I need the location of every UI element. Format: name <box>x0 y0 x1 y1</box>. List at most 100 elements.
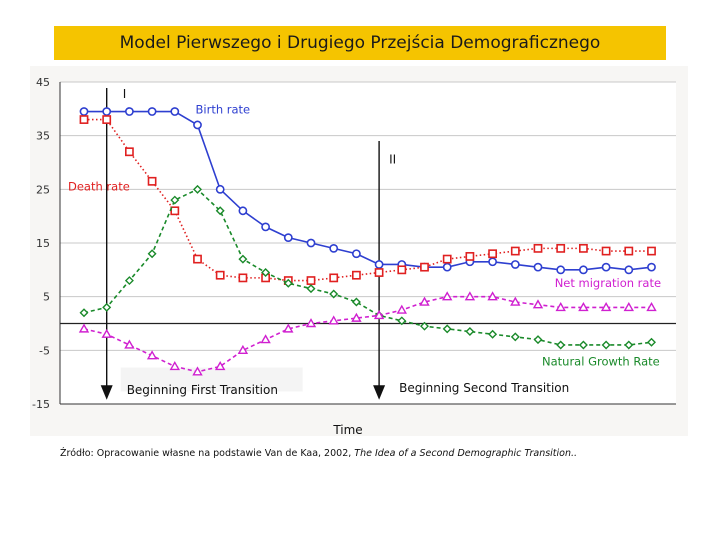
data-point-net-migration-rate <box>578 301 589 312</box>
data-point-birth-rate <box>533 262 543 272</box>
data-point-natural-growth-rate <box>442 324 452 334</box>
data-point-death-rate <box>170 206 180 216</box>
transition-i-arrowhead <box>100 385 113 400</box>
y-tick-label: 15 <box>36 237 50 250</box>
data-point-net-migration-rate <box>260 334 271 344</box>
data-point-death-rate <box>465 252 475 261</box>
data-point-death-rate <box>351 270 361 280</box>
data-point-birth-rate <box>215 184 225 194</box>
data-point-natural-growth-rate <box>306 284 316 294</box>
data-point-birth-rate <box>193 120 202 130</box>
data-point-net-migration-rate <box>78 323 90 333</box>
data-point-death-rate <box>329 273 339 283</box>
data-point-death-rate <box>442 254 452 264</box>
x-axis-label: Time <box>332 423 362 437</box>
data-point-natural-growth-rate <box>215 206 225 216</box>
data-point-net-migration-rate <box>192 366 203 376</box>
data-point-death-rate <box>488 249 497 259</box>
data-point-death-rate <box>420 262 429 272</box>
data-point-net-migration-rate <box>169 361 181 371</box>
series-label-net-migration-rate: Net migration rate <box>555 276 661 290</box>
y-tick-label: 25 <box>36 183 50 196</box>
data-point-net-migration-rate <box>101 328 112 338</box>
data-point-birth-rate <box>124 107 134 116</box>
data-point-net-migration-rate <box>237 344 249 355</box>
y-tick-label: -5 <box>39 344 50 357</box>
data-point-birth-rate <box>79 107 89 116</box>
data-point-net-migration-rate <box>600 301 612 312</box>
series-label-birth-rate: Birth rate <box>196 103 251 117</box>
data-point-net-migration-rate <box>623 301 635 312</box>
data-point-natural-growth-rate <box>261 268 271 278</box>
data-point-birth-rate <box>351 249 361 259</box>
data-point-birth-rate <box>579 265 588 275</box>
data-point-death-rate <box>624 246 634 256</box>
data-point-natural-growth-rate <box>488 329 498 339</box>
data-point-natural-growth-rate <box>124 276 134 286</box>
data-point-net-migration-rate <box>441 291 453 301</box>
data-point-birth-rate <box>170 107 180 116</box>
data-point-death-rate <box>533 243 543 253</box>
data-point-death-rate <box>193 254 202 264</box>
data-point-death-rate <box>374 268 384 277</box>
data-point-death-rate <box>647 246 656 256</box>
data-point-natural-growth-rate <box>624 340 634 350</box>
y-tick-label: 35 <box>36 130 50 143</box>
data-point-death-rate <box>147 176 157 186</box>
series-label-natural-growth-rate: Natural Growth Rate <box>542 354 660 368</box>
data-point-natural-growth-rate <box>556 340 566 350</box>
data-point-birth-rate <box>147 107 157 116</box>
chart-title: Model Pierwszego i Drugiego Przejścia De… <box>119 33 601 53</box>
data-point-death-rate <box>601 246 611 256</box>
data-point-birth-rate <box>102 107 112 116</box>
data-point-net-migration-rate <box>351 312 362 322</box>
data-point-net-migration-rate <box>214 361 226 371</box>
data-point-natural-growth-rate <box>147 249 157 259</box>
data-point-net-migration-rate <box>532 299 544 309</box>
data-point-death-rate <box>102 115 112 124</box>
y-tick-label: 45 <box>36 76 50 89</box>
data-point-net-migration-rate <box>305 318 317 328</box>
data-point-birth-rate <box>488 257 497 267</box>
marker-label-ii: II <box>389 153 396 167</box>
data-point-death-rate <box>125 147 134 157</box>
data-point-natural-growth-rate <box>193 184 202 194</box>
source-prefix: Źródło: Opracowanie własne na podstawie … <box>60 448 355 459</box>
transition-ii-arrowhead <box>373 385 386 400</box>
data-point-natural-growth-rate <box>397 316 407 326</box>
data-point-death-rate <box>215 270 225 280</box>
first-transition-label: Beginning First Transition <box>127 383 278 397</box>
data-point-natural-growth-rate <box>329 289 339 299</box>
data-point-natural-growth-rate <box>420 321 429 331</box>
data-point-death-rate <box>79 115 89 124</box>
source-note: Źródło: Opracowanie własne na podstawie … <box>60 448 577 459</box>
data-point-net-migration-rate <box>464 291 476 301</box>
data-point-death-rate <box>397 265 407 275</box>
title-banner: Model Pierwszego i Drugiego Przejścia De… <box>54 26 666 60</box>
data-point-death-rate <box>578 243 588 253</box>
data-point-birth-rate <box>283 233 293 243</box>
data-point-net-migration-rate <box>487 291 498 301</box>
data-point-net-migration-rate <box>646 301 657 312</box>
first-transition-label-box <box>120 367 303 392</box>
data-point-natural-growth-rate <box>79 308 89 318</box>
data-point-birth-rate <box>442 262 452 272</box>
data-point-natural-growth-rate <box>647 337 656 347</box>
data-point-natural-growth-rate <box>465 327 475 337</box>
marker-label-i: I <box>123 87 127 101</box>
source-title: The Idea of a Second Demographic Transit… <box>354 448 578 459</box>
data-point-death-rate <box>238 273 248 283</box>
data-point-net-migration-rate <box>146 350 158 360</box>
data-point-natural-growth-rate <box>510 332 520 342</box>
data-point-death-rate <box>510 246 520 256</box>
data-point-net-migration-rate <box>396 304 408 314</box>
y-tick-label: 5 <box>43 291 50 304</box>
data-point-birth-rate <box>556 265 566 275</box>
data-point-birth-rate <box>306 238 316 248</box>
data-point-birth-rate <box>510 260 520 269</box>
data-point-natural-growth-rate <box>238 254 248 264</box>
series-line-natural-growth-rate <box>83 188 652 346</box>
data-point-birth-rate <box>601 262 611 272</box>
data-point-natural-growth-rate <box>102 302 112 312</box>
data-point-net-migration-rate <box>510 296 521 306</box>
